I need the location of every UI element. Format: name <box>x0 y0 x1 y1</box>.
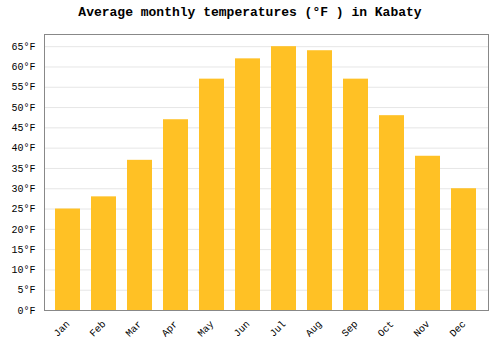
svg-text:65°F: 65°F <box>11 42 35 53</box>
svg-text:50°F: 50°F <box>11 103 35 114</box>
svg-text:45°F: 45°F <box>11 123 35 134</box>
svg-text:Nov: Nov <box>412 319 433 340</box>
svg-text:60°F: 60°F <box>11 62 35 73</box>
svg-text:Aug: Aug <box>304 319 325 340</box>
svg-text:Oct: Oct <box>376 319 397 340</box>
svg-text:Jun: Jun <box>232 319 253 340</box>
svg-text:0°F: 0°F <box>17 306 35 317</box>
svg-text:40°F: 40°F <box>11 143 35 154</box>
html-text:Average monthly temperatures (: Average monthly temperatures (°F ) in Ka… <box>78 5 422 20</box>
svg-text:Dec: Dec <box>448 319 469 340</box>
svg-text:15°F: 15°F <box>11 245 35 256</box>
svg-text:25°F: 25°F <box>11 204 35 215</box>
svg-text:Apr: Apr <box>160 319 181 340</box>
svg-text:20°F: 20°F <box>11 225 35 236</box>
svg-text:Sep: Sep <box>340 319 361 340</box>
svg-text:Mar: Mar <box>124 319 145 340</box>
svg-text:Feb: Feb <box>88 319 109 340</box>
svg-text:Jan: Jan <box>52 319 73 340</box>
svg-text:35°F: 35°F <box>11 164 35 175</box>
svg-text:10°F: 10°F <box>11 265 35 276</box>
svg-text:55°F: 55°F <box>11 82 35 93</box>
svg-text:May: May <box>196 319 217 340</box>
svg-text:30°F: 30°F <box>11 184 35 195</box>
svg-text:5°F: 5°F <box>17 285 35 296</box>
svg-text:Jul: Jul <box>268 319 289 340</box>
